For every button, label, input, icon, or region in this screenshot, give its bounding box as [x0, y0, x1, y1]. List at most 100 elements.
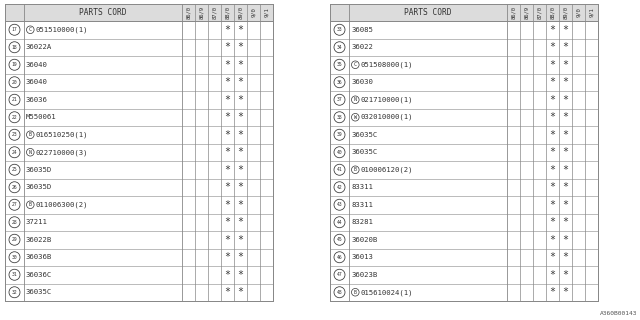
- Text: *: *: [237, 130, 243, 140]
- Text: PARTS CORD: PARTS CORD: [404, 8, 452, 17]
- Text: *: *: [563, 42, 568, 52]
- Text: *: *: [237, 287, 243, 297]
- Text: 21: 21: [12, 97, 17, 102]
- Text: M550061: M550061: [26, 114, 56, 120]
- Text: *: *: [563, 200, 568, 210]
- Text: *: *: [550, 60, 556, 70]
- Text: 022710000(3): 022710000(3): [36, 149, 88, 156]
- Text: B: B: [354, 290, 357, 295]
- Bar: [330, 4, 598, 301]
- Text: *: *: [550, 270, 556, 280]
- Text: 45: 45: [337, 237, 342, 242]
- Text: *: *: [237, 200, 243, 210]
- Text: *: *: [237, 270, 243, 280]
- Text: *: *: [550, 130, 556, 140]
- Text: *: *: [237, 25, 243, 35]
- Text: 22: 22: [12, 115, 17, 120]
- Text: *: *: [225, 147, 230, 157]
- Text: 34: 34: [337, 45, 342, 50]
- Text: 36020B: 36020B: [351, 237, 377, 243]
- Text: *: *: [225, 252, 230, 262]
- Text: 37211: 37211: [26, 219, 48, 225]
- Text: 41: 41: [337, 167, 342, 172]
- Bar: [5, 4, 273, 21]
- Text: N: N: [354, 97, 357, 102]
- Text: *: *: [237, 182, 243, 192]
- Text: 30: 30: [12, 255, 17, 260]
- Text: 31: 31: [12, 272, 17, 277]
- Text: *: *: [550, 217, 556, 227]
- Text: C: C: [29, 27, 32, 32]
- Text: 83311: 83311: [351, 184, 373, 190]
- Text: 9/0: 9/0: [576, 8, 581, 17]
- Text: 36035C: 36035C: [351, 149, 377, 155]
- Text: 17: 17: [12, 27, 17, 32]
- Text: C: C: [354, 62, 357, 67]
- Text: *: *: [563, 287, 568, 297]
- Text: *: *: [550, 165, 556, 175]
- Text: A360B00143: A360B00143: [600, 311, 637, 316]
- Text: *: *: [563, 270, 568, 280]
- Text: 36035C: 36035C: [351, 132, 377, 138]
- Text: *: *: [225, 270, 230, 280]
- Text: 89/0: 89/0: [238, 6, 243, 19]
- Text: 25: 25: [12, 167, 17, 172]
- Text: 29: 29: [12, 237, 17, 242]
- Text: *: *: [225, 130, 230, 140]
- Text: 88/0: 88/0: [550, 6, 555, 19]
- Text: 38: 38: [337, 115, 342, 120]
- Text: B: B: [354, 167, 357, 172]
- Text: 87/0: 87/0: [537, 6, 542, 19]
- Text: *: *: [225, 235, 230, 245]
- Text: 36035C: 36035C: [26, 289, 52, 295]
- Text: 36: 36: [337, 80, 342, 85]
- Text: 36085: 36085: [351, 27, 373, 33]
- Text: 36040: 36040: [26, 79, 48, 85]
- Text: *: *: [563, 252, 568, 262]
- Text: *: *: [237, 252, 243, 262]
- Text: *: *: [550, 182, 556, 192]
- Text: 36022A: 36022A: [26, 44, 52, 50]
- Text: 010006120(2): 010006120(2): [360, 166, 413, 173]
- Text: *: *: [550, 112, 556, 122]
- Text: W: W: [354, 115, 357, 120]
- Text: *: *: [563, 95, 568, 105]
- Text: *: *: [563, 130, 568, 140]
- Text: 9/1: 9/1: [264, 8, 269, 17]
- Text: 021710000(1): 021710000(1): [360, 97, 413, 103]
- Text: 35: 35: [337, 62, 342, 67]
- Text: 015610024(1): 015610024(1): [360, 289, 413, 295]
- Text: *: *: [237, 165, 243, 175]
- Text: 051510000(1): 051510000(1): [36, 27, 88, 33]
- Text: 19: 19: [12, 62, 17, 67]
- Text: 32: 32: [12, 290, 17, 295]
- Bar: [330, 4, 598, 21]
- Text: *: *: [237, 235, 243, 245]
- Text: PARTS CORD: PARTS CORD: [79, 8, 127, 17]
- Text: *: *: [550, 77, 556, 87]
- Text: 46: 46: [337, 255, 342, 260]
- Text: 24: 24: [12, 150, 17, 155]
- Text: *: *: [563, 165, 568, 175]
- Text: *: *: [225, 112, 230, 122]
- Text: *: *: [550, 95, 556, 105]
- Text: 86/0: 86/0: [511, 6, 516, 19]
- Text: 28: 28: [12, 220, 17, 225]
- Text: 36022: 36022: [351, 44, 373, 50]
- Text: 36040: 36040: [26, 62, 48, 68]
- Text: *: *: [550, 42, 556, 52]
- Text: 26: 26: [12, 185, 17, 190]
- Text: *: *: [237, 112, 243, 122]
- Text: *: *: [225, 95, 230, 105]
- Text: 36036C: 36036C: [26, 272, 52, 278]
- Text: B: B: [29, 132, 32, 137]
- Text: 9/1: 9/1: [589, 8, 594, 17]
- Text: 42: 42: [337, 185, 342, 190]
- Text: 36036: 36036: [26, 97, 48, 103]
- Text: *: *: [225, 165, 230, 175]
- Text: *: *: [225, 200, 230, 210]
- Text: 33: 33: [337, 27, 342, 32]
- Text: 86/9: 86/9: [199, 6, 204, 19]
- Text: 032010000(1): 032010000(1): [360, 114, 413, 121]
- Text: 87/0: 87/0: [212, 6, 217, 19]
